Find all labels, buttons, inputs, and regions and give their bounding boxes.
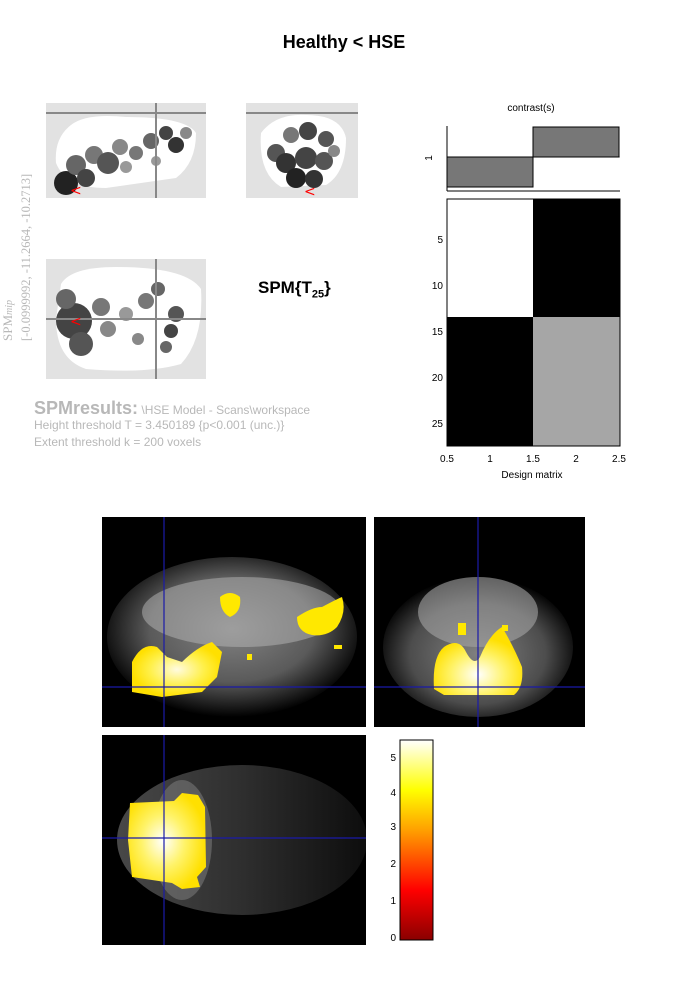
dm-xtick: 1 bbox=[487, 454, 493, 465]
contrast-bar-1 bbox=[446, 156, 534, 188]
figure-title: Healthy < HSE bbox=[282, 32, 406, 52]
dm-xtick: 2 bbox=[573, 454, 579, 465]
contrast-bar-2 bbox=[532, 126, 620, 158]
mip-label-spm: SPM bbox=[0, 315, 15, 341]
overlay-axial-panel bbox=[102, 735, 366, 945]
dm-xlabel: Design matrix bbox=[501, 470, 562, 481]
mip-marker-icon: < bbox=[70, 314, 82, 330]
stat-label: SPM{T25} bbox=[258, 278, 331, 301]
dm-xtick: 1.5 bbox=[526, 454, 540, 465]
design-cell-group1-col2 bbox=[533, 199, 620, 317]
dm-xtick: 2.5 bbox=[612, 454, 626, 465]
overlay-sagittal-panel bbox=[102, 517, 366, 727]
mip-sagittal-view: < bbox=[46, 103, 206, 198]
extent-threshold: Extent threshold k = 200 voxels bbox=[34, 435, 202, 449]
colorbar-tick: 0 bbox=[390, 933, 396, 944]
mip-marker-icon: < bbox=[70, 183, 82, 198]
colorbar: 0 1 2 3 4 5 bbox=[390, 739, 434, 944]
design-cell-group2-col1 bbox=[447, 317, 533, 446]
height-threshold: Height threshold T = 3.450189 {p<0.001 (… bbox=[34, 418, 285, 432]
colorbar-tick: 4 bbox=[390, 788, 396, 799]
mip-coords: [-0.0999992, -11.2664, -10.2713] bbox=[19, 174, 33, 341]
dm-ytick: 10 bbox=[432, 281, 444, 292]
svg-text:SPMmip: SPMmip bbox=[0, 300, 15, 341]
colorbar-tick: 3 bbox=[390, 822, 396, 833]
contrast-title: contrast(s) bbox=[507, 103, 554, 114]
mip-axis-label: SPMmip [-0.0999992, -11.2664, -10.2713] bbox=[0, 96, 38, 341]
colorbar-tick: 2 bbox=[390, 859, 396, 870]
dm-ytick: 25 bbox=[432, 419, 444, 430]
results-path: \HSE Model - Scans\workspace bbox=[141, 403, 311, 417]
results-heading: SPMresults: \HSE Model - Scans\workspace bbox=[34, 398, 311, 418]
dm-xtick: 0.5 bbox=[440, 454, 454, 465]
dm-ytick: 15 bbox=[432, 327, 444, 338]
colorbar-tick: 1 bbox=[390, 896, 396, 907]
colorbar-tick: 5 bbox=[390, 753, 396, 764]
contrast-plot: contrast(s) 1 bbox=[424, 103, 620, 192]
design-matrix: 5 10 15 20 25 0.5 1 1.5 2 2.5 Design mat… bbox=[432, 198, 626, 481]
contrast-row-label: 1 bbox=[424, 155, 435, 161]
design-cell-group2-col2 bbox=[533, 317, 620, 446]
dm-ytick: 5 bbox=[437, 235, 443, 246]
dm-ytick: 20 bbox=[432, 373, 444, 384]
design-cell-group1-col1 bbox=[447, 199, 533, 317]
mip-coronal-view: < bbox=[246, 103, 358, 198]
mip-label-mip: mip bbox=[4, 300, 15, 315]
mip-axial-view: < bbox=[46, 259, 206, 379]
mip-marker-icon: < bbox=[304, 184, 316, 198]
overlay-coronal-panel bbox=[374, 517, 585, 727]
